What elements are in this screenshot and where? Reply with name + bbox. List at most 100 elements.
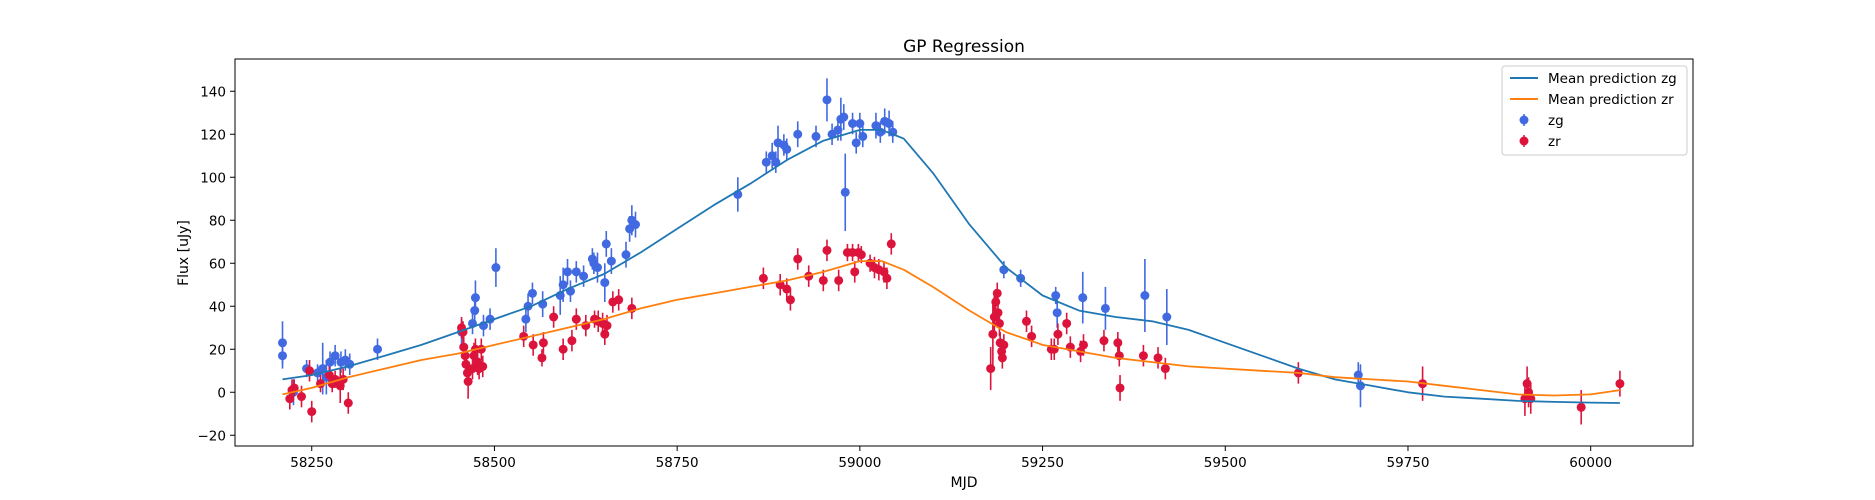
data-point-zr [822,245,832,255]
data-point-zg [1100,303,1110,313]
data-point-zr [285,394,295,404]
data-point-zg [1052,308,1062,318]
data-point-zg [558,280,568,290]
x-tick-label: 59000 [838,455,881,471]
data-point-zr [571,314,581,324]
data-point-zg [851,138,861,148]
data-point-zr [1138,351,1148,361]
data-point-zr [1576,402,1586,412]
y-tick-label: 20 [209,342,226,358]
data-point-zg [811,131,821,141]
mean-prediction-line-zg [282,129,1620,404]
data-point-zr [1160,364,1170,374]
x-axis-label: MJD [951,475,978,491]
data-point-zg [630,220,640,230]
data-point-zg [470,293,480,303]
legend-label-zr-line: Mean prediction zr [1548,92,1674,108]
data-point-zg [571,267,581,277]
data-point-zg [839,112,849,122]
data-point-zg [563,267,573,277]
mean-prediction-line-zr [282,260,1621,397]
plot-frame [234,58,1694,447]
data-point-zg [1078,293,1088,303]
data-point-zg [884,119,894,128]
data-point-zg [606,256,616,266]
data-point-zr [1115,383,1125,393]
data-point-zg [858,131,868,141]
data-point-zr [343,398,353,408]
data-point-zg [527,288,537,298]
y-tick-label: 0 [217,385,226,401]
data-point-zg [601,239,611,249]
data-point-zr [782,284,792,294]
data-point-zg [822,95,832,105]
data-point-zg [592,263,602,273]
x-tick-label: 60000 [1569,455,1612,471]
data-point-zr [297,392,307,402]
data-point-zr [549,312,559,322]
y-tick-label: 40 [209,299,226,315]
legend-label-zr: zr [1548,134,1561,150]
data-point-zr [999,340,1009,350]
legend-label-zg-line: Mean prediction zg [1548,71,1677,87]
data-point-zg [1140,291,1150,300]
data-point-zr [991,297,1001,307]
data-point-zr [850,267,860,277]
data-point-zg [521,314,531,324]
y-tick-label: 140 [200,84,226,100]
data-point-zr [1021,316,1031,326]
y-tick-label: 100 [200,170,226,186]
y-tick-label: 80 [209,213,226,229]
data-point-zr [528,340,538,350]
data-point-zr [1062,318,1072,328]
data-point-zg [330,351,340,361]
data-point-zr [538,338,548,348]
data-point-zg [1051,291,1061,300]
legend-box [1501,65,1688,156]
data-point-zg [600,278,610,288]
x-tick-label: 59500 [1204,455,1247,471]
data-point-zg [325,357,335,367]
data-point-zg [278,351,288,361]
data-point-zr [997,353,1007,363]
data-point-zg [491,263,501,273]
legend-swatch-zg-marker [1519,115,1529,125]
x-tick-label: 58750 [656,455,699,471]
data-point-zr [856,250,866,260]
data-point-zr [459,342,469,352]
data-point-zr [793,254,803,264]
data-point-zr [886,239,896,249]
data-point-zr [602,321,612,331]
data-point-zr [758,273,768,283]
data-point-zg [999,265,1009,275]
data-point-zg [782,144,792,154]
data-point-zr [993,308,1003,318]
y-tick-label: 60 [209,256,226,272]
legend: Mean prediction zg Mean prediction zr zg… [1501,65,1688,156]
x-tick-label: 58500 [473,455,516,471]
data-point-zg [848,119,858,128]
data-point-zr [785,295,795,305]
data-point-zg [579,271,589,281]
data-point-zg [1162,312,1172,322]
data-point-zr [1053,329,1063,339]
x-tick-label: 58250 [290,455,333,471]
data-point-zr [478,361,488,371]
x-tick-label: 59250 [1021,455,1064,471]
data-point-zr [1078,340,1088,350]
y-tick-label: 120 [200,127,226,143]
data-point-zr [882,273,892,283]
data-point-zr [289,383,299,393]
data-point-zr [463,377,473,386]
data-point-zr [992,288,1002,298]
data-point-zr [986,364,996,374]
data-point-zr [614,295,624,305]
series-layer [278,78,1625,425]
data-point-zr [1099,336,1109,346]
data-point-zg [875,127,885,137]
data-point-zr [1113,338,1123,348]
axes-layer: 58250 58500 58750 59000 59250 59500 59750 60000… [198,58,1694,471]
data-point-zr [818,275,828,285]
series-zr [285,233,1625,425]
